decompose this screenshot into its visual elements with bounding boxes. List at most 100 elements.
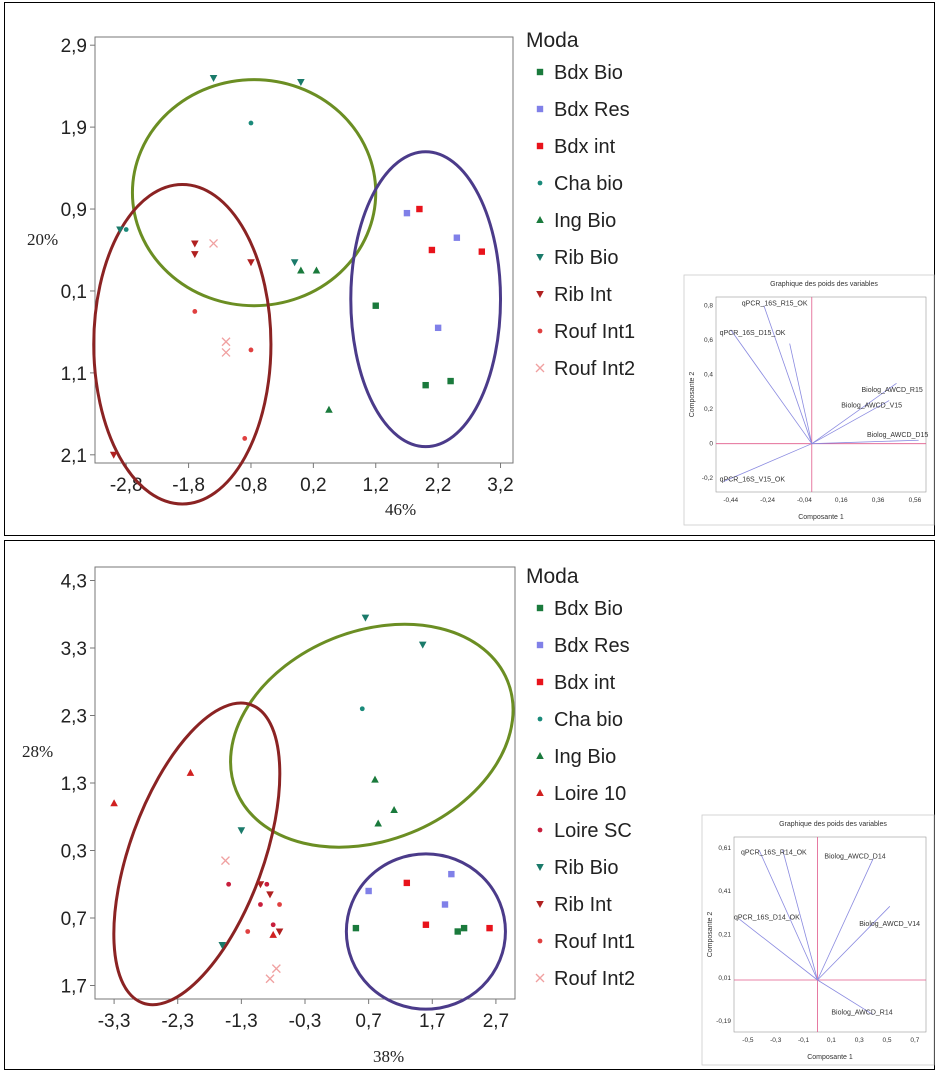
data-point <box>441 901 449 908</box>
y-tick-label: 1,7 <box>61 977 87 998</box>
data-point-stroke <box>220 856 230 866</box>
inset-x-tick: 0,16 <box>835 497 848 504</box>
inset-vector <box>739 919 818 981</box>
inset-vector <box>789 343 813 444</box>
data-point-stroke <box>221 337 231 347</box>
legend-label: Loire 10 <box>554 783 626 805</box>
y-tick-label: 1,1 <box>61 364 87 385</box>
inset-vector <box>811 439 919 445</box>
legend-marker <box>537 328 543 334</box>
scatter-chart-2: 4,3 3,3 2,3 1,3 0,3 0,7 1,7 -3,3 -2,3 -1,3 -0,3 0,7… <box>22 558 680 1066</box>
x-tick-label: -1,3 <box>225 1011 258 1032</box>
inset-x-tick: -0,3 <box>770 1037 782 1044</box>
legend-label: Bdx Res <box>554 635 630 657</box>
data-point <box>237 827 246 835</box>
inset-x-tick: 0,3 <box>855 1037 864 1044</box>
data-point <box>116 226 124 234</box>
inset-vector-label: qPCR_16S_D15_OK <box>720 330 786 337</box>
data-point <box>266 891 274 899</box>
legend-label: Rouf Int1 <box>554 321 635 343</box>
data-point <box>256 881 265 889</box>
legend-marker <box>536 216 544 223</box>
legend-label: Rouf Int2 <box>554 968 635 990</box>
data-point <box>365 887 372 895</box>
x-tick-label: 1,7 <box>419 1011 445 1032</box>
inset-x-tick: 0,1 <box>827 1037 836 1044</box>
legend-marker <box>537 716 543 722</box>
inset-vector <box>782 849 818 981</box>
inset-vector-label: Biolog_AWCD_R14 <box>831 1010 892 1017</box>
data-point <box>403 879 411 887</box>
inset-y-tick: 0,41 <box>718 888 731 895</box>
inset-y-tick: 0,4 <box>704 372 713 379</box>
inset-vector <box>817 906 891 981</box>
data-point <box>312 266 321 274</box>
inset-plot-frame <box>733 836 927 1033</box>
x-tick-label: 1,2 <box>363 475 389 496</box>
data-point <box>221 337 231 347</box>
x-tick-label: 2,2 <box>425 475 451 496</box>
data-point <box>453 234 461 241</box>
scatter-chart-1: 2,9 1,9 0,9 0,1 1,1 2,1 -2,8 -1,8 -0,8 0,2 1,2 2,2 3… <box>27 22 680 519</box>
legend-label: Bdx int <box>554 672 616 694</box>
group-ellipse <box>92 182 273 506</box>
data-point <box>374 819 382 827</box>
inset-x-axis-label: Composante 1 <box>798 514 844 521</box>
data-point <box>218 942 227 949</box>
inset-y-tick: 0,21 <box>718 932 731 939</box>
data-point <box>277 902 282 907</box>
inset-y-tick: 0,01 <box>718 975 731 982</box>
data-point <box>422 381 429 389</box>
legend-marker <box>536 68 544 76</box>
legend-label: Rib Int <box>554 284 612 306</box>
y-tick-label: 0,9 <box>61 200 87 221</box>
inset-frame <box>683 274 935 526</box>
legend-label: Bdx Res <box>554 99 630 121</box>
legend-label: Cha bio <box>554 709 623 731</box>
legend-label: Loire SC <box>554 820 632 842</box>
data-point-stroke <box>209 238 218 248</box>
legend-marker <box>536 678 544 686</box>
inset-vector-label: Biolog_AWCD_V15 <box>841 402 902 409</box>
x-tick-label: -2,8 <box>110 475 143 496</box>
plot-frame <box>94 36 514 464</box>
data-point <box>209 238 218 248</box>
legend-marker <box>536 864 544 871</box>
x-tick-label: -1,8 <box>172 475 205 496</box>
legend-marker <box>535 973 545 983</box>
inset-y-tick: 0,8 <box>704 303 713 310</box>
legend-marker <box>536 604 544 612</box>
data-point <box>269 930 277 938</box>
inset-x-tick: 0,56 <box>909 497 922 504</box>
data-point <box>265 974 275 984</box>
data-point <box>390 806 398 813</box>
inset-y-tick: 0,61 <box>718 845 731 852</box>
inset-y-axis-label: Composante 2 <box>707 912 714 958</box>
x-variance-label: 38% <box>373 1047 404 1066</box>
x-tick-label: 0,2 <box>300 475 326 496</box>
inset-vector-label: Biolog_AWCD_D15 <box>867 432 928 439</box>
legend-marker <box>536 291 544 298</box>
inset-vector <box>723 443 812 483</box>
data-point <box>428 246 436 254</box>
legend-marker <box>537 180 543 186</box>
data-point <box>361 614 370 622</box>
legend-label: Rib Bio <box>554 857 618 879</box>
data-point <box>418 641 427 649</box>
legend-marker <box>537 938 543 944</box>
inset-title: Graphique des poids des variables <box>779 821 887 828</box>
inset-vector <box>763 305 813 444</box>
inset-vector <box>817 858 874 981</box>
data-point <box>109 451 118 459</box>
data-point <box>352 924 360 932</box>
data-point <box>371 775 379 783</box>
y-tick-label: 4,3 <box>61 572 87 593</box>
legend-marker <box>536 142 544 150</box>
legend-label: Rouf Int2 <box>554 358 635 380</box>
inset-y-tick: -0,2 <box>702 475 714 482</box>
inset-x-tick: -0,5 <box>742 1037 754 1044</box>
inset-x-tick: 0,7 <box>910 1037 919 1044</box>
legend-label: Ing Bio <box>554 746 616 768</box>
group-ellipse <box>229 622 515 849</box>
data-point <box>245 929 251 934</box>
